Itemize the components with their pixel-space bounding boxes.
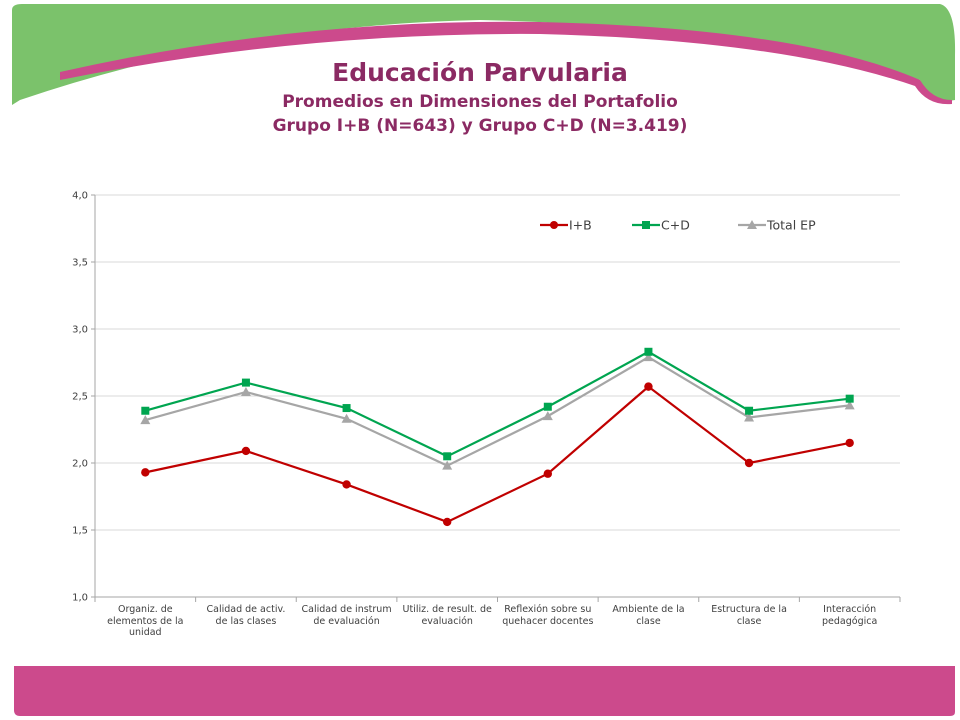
legend-label: C+D: [661, 218, 690, 233]
y-tick-label: 2,0: [72, 459, 88, 470]
page-subtitle: Promedios en Dimensiones del Portafolio: [282, 92, 678, 112]
top-green-band: [12, 4, 956, 105]
y-tick-label: 1,5: [72, 526, 88, 537]
legend-label: I+B: [569, 218, 592, 233]
data-point-C+D: [141, 406, 150, 415]
data-point-I+B: [342, 480, 351, 489]
data-point-I+B: [241, 446, 251, 456]
data-point-Total EP: [643, 352, 654, 362]
y-tick-label: 4,0: [72, 191, 88, 202]
data-point-C+D: [745, 406, 754, 415]
page-subtitle-groups: Grupo I+B (N=643) y Grupo C+D (N=3.419): [272, 116, 688, 136]
data-point-C+D: [543, 402, 552, 411]
data-point-C+D: [342, 404, 351, 413]
x-tick-label: Organiz. de elementos de la unidad: [107, 604, 184, 638]
x-tick-label: Estructura de la clase: [711, 604, 787, 627]
data-point-C+D: [845, 394, 854, 403]
legend-marker: [747, 220, 757, 229]
data-point-I+B: [744, 458, 754, 468]
y-tick-label: 3,5: [72, 258, 88, 269]
data-point-Total EP: [542, 411, 553, 421]
bottom-pink-band: [14, 666, 955, 716]
legend-marker: [642, 221, 650, 229]
legend-marker: [550, 221, 558, 229]
data-point-Total EP: [140, 415, 151, 425]
page-title: Educación Parvularia: [332, 58, 628, 87]
data-point-I+B: [141, 468, 150, 477]
data-point-C+D: [443, 452, 452, 461]
data-point-I+B: [845, 438, 854, 448]
top-pink-band: [60, 21, 952, 105]
x-tick-label: Calidad de activ. de las clases: [206, 604, 286, 627]
data-point-I+B: [442, 517, 452, 527]
data-point-Total EP: [844, 400, 855, 410]
series-line-C+D: [145, 350, 850, 458]
x-tick-label: Interacción pedagógica: [822, 604, 878, 627]
data-point-I+B: [644, 382, 653, 391]
data-point-Total EP: [341, 413, 352, 423]
x-tick-label: Reflexión sobre su quehacer docentes: [502, 604, 594, 627]
data-point-Total EP: [240, 386, 251, 396]
x-tick-label: Ambiente de la clase: [612, 604, 685, 627]
x-tick-label: Utiliz. de result. de evaluación: [402, 604, 492, 627]
data-point-C+D: [241, 378, 250, 387]
legend-label: Total EP: [766, 218, 816, 233]
data-point-Total EP: [744, 412, 755, 422]
y-tick-label: 2,5: [72, 392, 88, 403]
data-point-I+B: [543, 469, 553, 478]
y-tick-label: 1,0: [72, 593, 88, 604]
data-point-Total EP: [442, 460, 453, 470]
title-block: Educación Parvularia Promedios en Dimens…: [0, 56, 960, 138]
data-point-C+D: [644, 347, 653, 356]
x-tick-label: Calidad de instrum de evaluación: [301, 604, 392, 627]
y-tick-label: 3,0: [72, 325, 88, 336]
series-line-I+B: [145, 385, 850, 524]
series-line-Total EP: [145, 355, 850, 467]
